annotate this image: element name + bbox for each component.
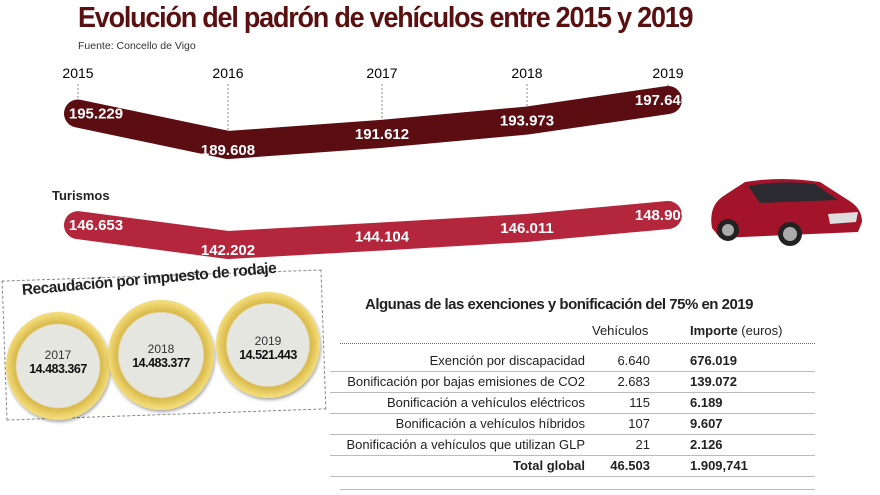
data-label: 142.202 bbox=[201, 242, 255, 259]
table-row: Bonificación por bajas emisiones de CO2 2… bbox=[330, 371, 815, 393]
table-total-row: Total global 46.503 1.909,741 bbox=[330, 455, 815, 477]
col-header-amount-unit: (euros) bbox=[741, 323, 783, 338]
coin-2017: 2017 14.483.367 bbox=[6, 312, 110, 420]
data-point bbox=[227, 144, 229, 146]
row-amount: 139.072 bbox=[690, 374, 737, 389]
row-vehicles: 21 bbox=[635, 437, 650, 452]
year-tick-label: 2018 bbox=[511, 65, 542, 81]
divider bbox=[340, 489, 815, 490]
coin-year: 2019 bbox=[254, 334, 282, 348]
year-tick-label: 2017 bbox=[366, 65, 397, 81]
data-point bbox=[526, 119, 528, 122]
source-note: Fuente: Concello de Vigo bbox=[78, 40, 196, 52]
data-point bbox=[667, 99, 669, 101]
car-image bbox=[711, 179, 862, 246]
coin-value: 14.521.443 bbox=[239, 348, 297, 362]
data-label: 148.909 bbox=[635, 207, 689, 224]
row-amount: 6.189 bbox=[690, 395, 723, 410]
row-label: Bonificación por bajas emisiones de CO2 bbox=[347, 374, 585, 389]
col-header-vehicles: Vehículos bbox=[592, 323, 649, 338]
table-title: Algunas de las exenciones y bonificación… bbox=[365, 296, 754, 313]
row-vehicles: 107 bbox=[628, 416, 650, 431]
data-label: 146.011 bbox=[500, 220, 553, 237]
series-label-turismos: Turismos bbox=[52, 188, 110, 203]
row-label: Bonificación a vehículos eléctricos bbox=[387, 395, 585, 410]
table-row: Exención por discapacidad 6.640 676.019 bbox=[330, 350, 815, 372]
data-point bbox=[667, 214, 669, 216]
page-title: Evolución del padrón de vehículos entre … bbox=[78, 2, 694, 34]
ribbon-chart: 2015 2016 2017 2018 2019 195.229 189.608 191.61… bbox=[62, 65, 689, 259]
table-row: Bonificación a vehículos eléctricos 115 6.… bbox=[330, 392, 815, 414]
row-amount: 9.607 bbox=[690, 416, 723, 431]
data-label: 195.229 bbox=[69, 106, 123, 123]
row-amount: 1.909,741 bbox=[690, 458, 748, 473]
col-header-amount: Importe (euros) bbox=[690, 323, 782, 338]
row-label: Bonificación a vehículos híbridos bbox=[395, 416, 585, 431]
coin-year: 2017 bbox=[44, 348, 72, 362]
coin-value: 14.483.367 bbox=[29, 362, 87, 376]
year-tick-label: 2016 bbox=[212, 65, 243, 81]
table-row: Bonificación a vehículos que utilizan GL… bbox=[330, 434, 815, 456]
row-vehicles: 46.503 bbox=[610, 458, 650, 473]
data-point bbox=[381, 235, 383, 238]
row-label: Exención por discapacidad bbox=[429, 353, 585, 368]
data-label: 144.104 bbox=[355, 228, 410, 245]
data-label: 189.608 bbox=[201, 142, 255, 159]
table-row: Bonificación a vehículos híbridos 107 9.60… bbox=[330, 413, 815, 435]
data-point bbox=[381, 132, 383, 135]
coin-2018: 2018 14.483.377 bbox=[108, 300, 214, 410]
row-vehicles: 2.683 bbox=[617, 374, 650, 389]
divider bbox=[340, 343, 815, 344]
year-tick-label: 2015 bbox=[62, 65, 93, 81]
car-icon bbox=[711, 179, 862, 246]
data-point bbox=[227, 244, 229, 246]
coin-value: 14.483.377 bbox=[132, 356, 190, 370]
data-label: 197.646 bbox=[635, 92, 689, 109]
row-amount: 676.019 bbox=[690, 353, 737, 368]
coin-year: 2018 bbox=[147, 342, 175, 356]
data-label: 146.653 bbox=[69, 217, 123, 234]
row-vehicles: 115 bbox=[629, 395, 650, 410]
data-label: 191.612 bbox=[355, 126, 409, 143]
coin-2019: 2019 14.521.443 bbox=[216, 292, 320, 398]
row-vehicles: 6.640 bbox=[617, 353, 650, 368]
row-amount: 2.126 bbox=[690, 437, 723, 452]
data-point bbox=[77, 224, 79, 227]
row-label: Bonificación a vehículos que utilizan GL… bbox=[346, 437, 585, 452]
row-label: Total global bbox=[513, 458, 585, 473]
year-tick-label: 2019 bbox=[652, 65, 683, 81]
data-point bbox=[526, 226, 528, 229]
data-point bbox=[77, 112, 79, 115]
col-header-amount-bold: Importe bbox=[690, 323, 738, 338]
data-label: 193.973 bbox=[500, 113, 554, 130]
